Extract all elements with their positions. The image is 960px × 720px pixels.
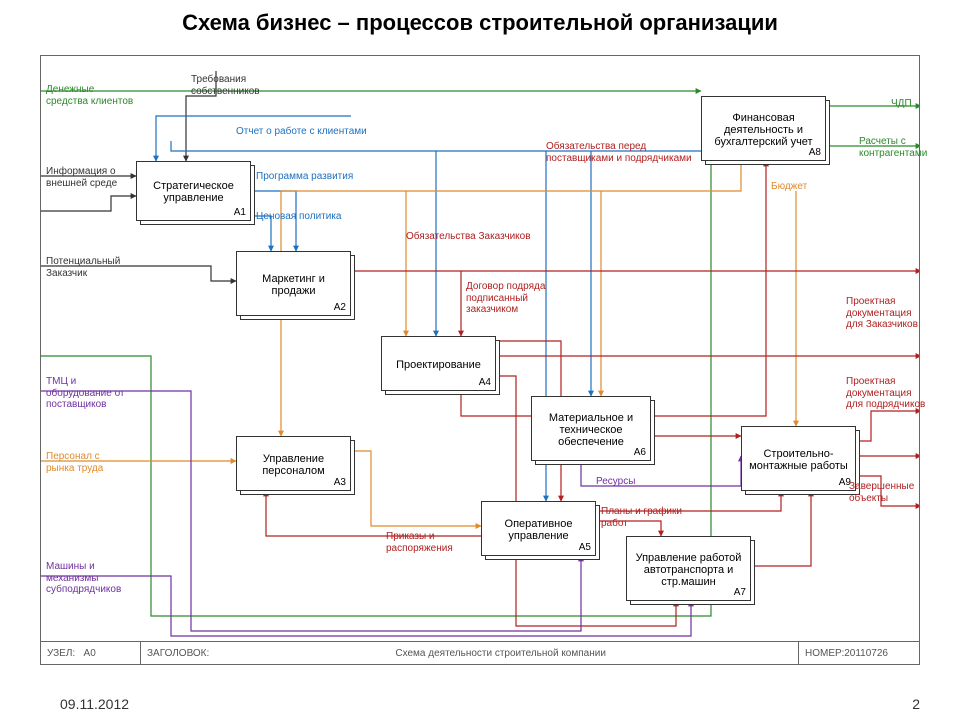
edge-label: Ценовая политика: [256, 211, 342, 223]
external-label: Машины и механизмы субподрядчиков: [46, 561, 146, 596]
node-a2: Маркетинг и продажи A2: [236, 251, 351, 316]
node-a6: Материальное и техническое обеспечениеA6: [531, 396, 651, 461]
node-a7: Управление работой автотранспорта и стр.…: [626, 536, 751, 601]
node-a8: Финансовая деятельность и бухгалтерский …: [701, 96, 826, 161]
edge: [156, 116, 351, 161]
external-label: Проектная документация для Заказчиков: [846, 296, 926, 331]
node-id: A7: [734, 587, 746, 598]
node-a5: Оперативное управлениеA5: [481, 501, 596, 556]
node-label: Строительно-монтажные работы: [748, 448, 849, 472]
node-a9: Строительно-монтажные работыA9: [741, 426, 856, 491]
edge-label: Ресурсы: [596, 476, 635, 488]
external-label: ЧДП: [891, 98, 931, 110]
node-a1: Стратегическое управление A1: [136, 161, 251, 221]
external-label: Проектная документация для подрядчиков: [846, 376, 926, 411]
external-label: Персонал с рынка труда: [46, 451, 126, 474]
node-label: Материальное и техническое обеспечение: [538, 412, 644, 448]
edge-label: Обязательства Заказчиков: [406, 231, 531, 243]
edge-label: Приказы и распоряжения: [386, 531, 476, 554]
node-label: Маркетинг и продажи: [243, 273, 344, 297]
edge-label: Программа развития: [256, 171, 353, 183]
edge: [856, 411, 919, 441]
footer-number-label: НОМЕР:: [805, 648, 844, 659]
external-label: Денежные средства клиентов: [46, 84, 136, 107]
node-id: A2: [334, 302, 346, 313]
node-label: Оперативное управление: [488, 518, 589, 542]
node-label: Управление работой автотранспорта и стр.…: [633, 552, 744, 588]
footer-node-value: А0: [84, 648, 96, 659]
edge-label: Отчет о работе с клиентами: [236, 126, 367, 138]
node-a3: Управление персоналомA3: [236, 436, 351, 491]
node-id: A1: [234, 207, 246, 218]
footer-strip: УЗЕЛ: А0 ЗАГОЛОВОК: Схема деятельности с…: [41, 641, 919, 664]
node-id: A8: [809, 147, 821, 158]
page-title: Схема бизнес – процессов строительной ор…: [0, 0, 960, 36]
footer-title-label: ЗАГОЛОВОК:: [147, 648, 209, 659]
node-id: A3: [334, 477, 346, 488]
footer-number-value: 20110726: [844, 648, 888, 659]
edge: [651, 161, 766, 416]
edge: [41, 161, 711, 616]
page-date: 09.11.2012: [60, 696, 129, 712]
footer-node-label: УЗЕЛ:: [47, 648, 75, 659]
node-label: Проектирование: [388, 359, 489, 371]
edge-label: Бюджет: [771, 181, 807, 193]
external-label: Завершенные объекты: [849, 481, 924, 504]
external-label: Расчеты с контрагентами: [859, 136, 929, 159]
edge: [41, 196, 136, 211]
node-a4: Проектирование A4: [381, 336, 496, 391]
page-number: 2: [912, 696, 920, 712]
edge-label: Договор подряда подписанный заказчиком: [466, 281, 556, 316]
node-id: A5: [579, 542, 591, 553]
external-label: Информация о внешней среде: [46, 166, 134, 189]
edge-label: Планы и графики работ: [601, 506, 691, 529]
external-label: ТМЦ и оборудование от поставщиков: [46, 376, 141, 411]
node-label: Управление персоналом: [243, 453, 344, 477]
node-id: A4: [479, 377, 491, 388]
node-label: Финансовая деятельность и бухгалтерский …: [708, 112, 819, 148]
external-label: Потенциальный Заказчик: [46, 256, 136, 279]
node-label: Стратегическое управление: [143, 180, 244, 204]
edge-label: Обязательства перед поставщиками и подря…: [546, 141, 696, 164]
node-id: A6: [634, 447, 646, 458]
diagram-canvas: Стратегическое управление A1 Маркетинг и п…: [40, 55, 920, 665]
external-label: Требования собственников: [191, 74, 291, 97]
edge: [751, 491, 811, 566]
edge: [351, 451, 481, 526]
footer-title-value: Схема деятельности строительной компании: [209, 648, 792, 659]
edge: [461, 391, 531, 416]
